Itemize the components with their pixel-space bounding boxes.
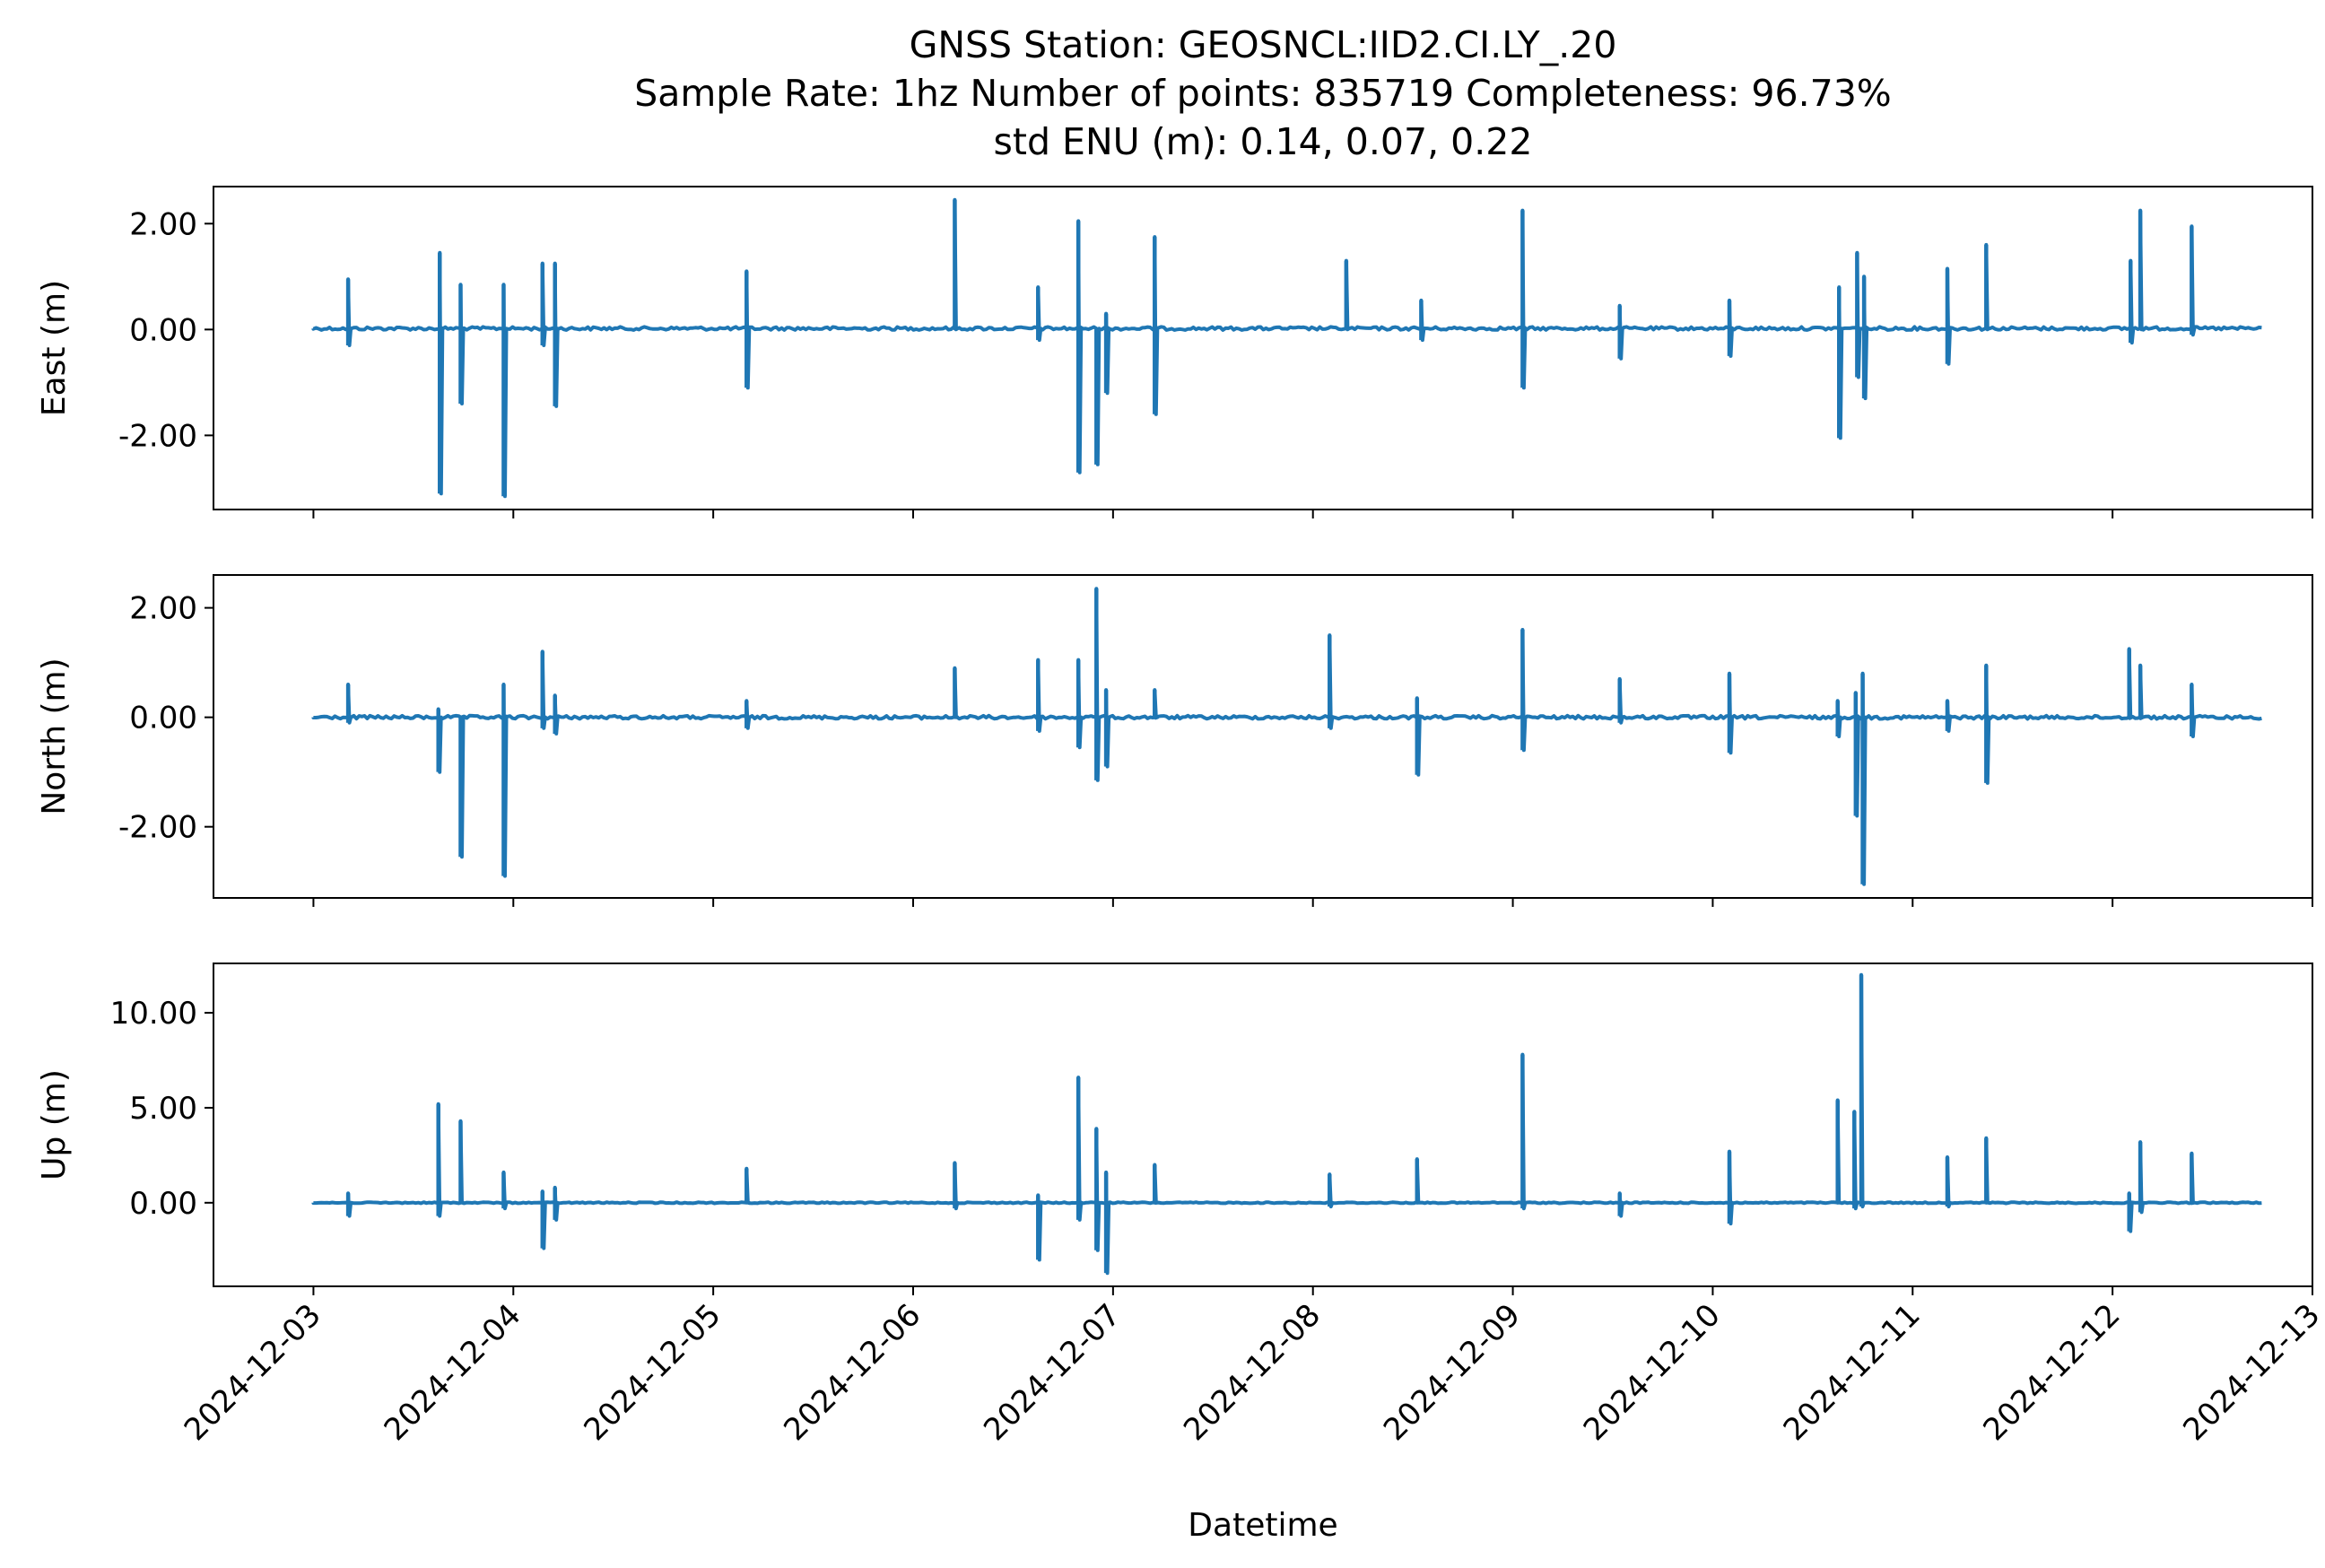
- y-tick-label: 5.00: [129, 1091, 197, 1127]
- y-tick-label: 10.00: [110, 996, 197, 1032]
- series-line: [311, 972, 2262, 1276]
- x-axis-label: Datetime: [1188, 1507, 1337, 1544]
- axes-frame: [213, 963, 2313, 1287]
- y-tick-label: -2.00: [118, 810, 197, 846]
- y-tick-label: -2.00: [118, 418, 197, 454]
- y-tick-label: 2.00: [129, 591, 197, 627]
- chart-title-line1: GNSS Station: GEOSNCL:IID2.CI.LY_.20: [910, 23, 1617, 66]
- axes-frame: [213, 186, 2313, 510]
- y-axis-label: East (m): [36, 280, 73, 416]
- north-panel: 2.00 0.00 -2.00 North (m): [36, 574, 2313, 907]
- chart-title-line2: Sample Rate: 1hz Number of points: 83571…: [634, 72, 1892, 115]
- y-axis-label: Up (m): [36, 1069, 73, 1180]
- y-tick-label: 0.00: [129, 701, 197, 736]
- y-tick-label: 0.00: [129, 1186, 197, 1222]
- east-panel: 2.00 0.00 -2.00 East (m): [36, 186, 2313, 518]
- chart-title-line3: std ENU (m): 0.14, 0.07, 0.22: [994, 120, 1533, 163]
- y-axis-label: North (m): [36, 658, 73, 814]
- series-line: [311, 197, 2262, 499]
- y-tick-label: 2.00: [129, 206, 197, 242]
- series-line: [311, 587, 2262, 886]
- y-tick-label: 0.00: [129, 312, 197, 348]
- axes-frame: [213, 574, 2313, 899]
